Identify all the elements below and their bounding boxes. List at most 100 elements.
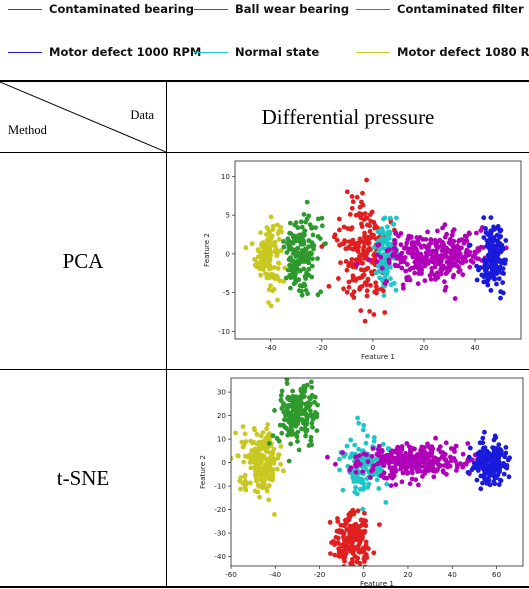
scatter-point	[278, 398, 284, 403]
scatter-point	[384, 240, 390, 246]
scatter-point	[435, 461, 441, 467]
scatter-point	[491, 275, 497, 281]
scatter-point	[373, 456, 379, 462]
scatter-point	[361, 247, 366, 253]
series-motor-defect-1080-rpm	[243, 214, 288, 309]
scatter-point	[341, 241, 347, 247]
scatter-point	[252, 427, 258, 433]
scatter-point	[260, 485, 266, 491]
scatter-point	[382, 270, 388, 275]
scatter-point	[373, 280, 379, 286]
legend-line	[8, 8, 42, 10]
scatter-point	[496, 482, 502, 487]
scatter-point	[448, 236, 453, 242]
scatter-point	[260, 240, 266, 245]
scatter-point	[264, 426, 269, 432]
scatter-point	[381, 288, 386, 294]
scatter-point	[247, 460, 253, 465]
scatter-point	[460, 272, 466, 278]
scatter-point	[294, 417, 300, 423]
scatter-point	[302, 394, 307, 399]
scatter-point	[276, 236, 282, 242]
scatter-point	[278, 444, 284, 449]
y-tick-label: -20	[214, 505, 226, 514]
scatter-point	[358, 461, 363, 467]
series-contaminated-filter	[266, 378, 320, 464]
scatter-point	[266, 483, 272, 488]
scatter-point	[344, 289, 350, 295]
scatter-point	[309, 420, 315, 426]
scatter-point	[269, 233, 275, 239]
scatter-point	[390, 472, 396, 478]
scatter-point	[427, 249, 433, 255]
scatter-point	[384, 481, 390, 487]
scatter-point	[295, 245, 301, 251]
scatter-point	[493, 262, 499, 268]
scatter-point	[507, 455, 512, 461]
scatter-point	[273, 247, 279, 253]
scatter-point	[347, 467, 352, 473]
scatter-point	[231, 455, 234, 461]
y-tick-label: 0	[221, 458, 226, 467]
scatter-point	[377, 275, 382, 281]
scatter-point	[439, 267, 445, 273]
scatter-point	[337, 456, 342, 462]
method-label-pca: PCA	[0, 152, 167, 370]
scatter-point	[466, 230, 472, 236]
scatter-point	[288, 275, 294, 281]
scatter-point	[371, 438, 377, 444]
scatter-point	[299, 417, 305, 423]
scatter-point	[415, 469, 420, 474]
scatter-point	[275, 222, 280, 228]
scatter-point	[485, 463, 491, 469]
scatter-point	[470, 254, 476, 259]
scatter-point	[309, 225, 314, 231]
scatter-point	[456, 264, 461, 270]
scatter-point	[354, 194, 360, 200]
scatter-point	[332, 232, 338, 238]
scatter-point	[364, 177, 369, 183]
scatter-point	[295, 439, 300, 444]
scatter-point	[350, 471, 355, 477]
scatter-point	[487, 482, 493, 488]
scatter-point	[354, 460, 359, 465]
series-motor-defect-1000-rpm	[465, 429, 512, 492]
scatter-point	[409, 457, 415, 463]
scatter-point	[251, 439, 257, 445]
x-tick-label: -20	[316, 343, 328, 352]
scatter-point	[442, 222, 448, 228]
scatter-point	[361, 486, 366, 492]
scatter-point	[346, 517, 352, 523]
scatter-point	[400, 460, 406, 465]
scatter-point	[432, 238, 438, 243]
scatter-point	[364, 282, 369, 288]
scatter-point	[415, 281, 421, 287]
diagonal-divider	[0, 82, 166, 152]
scatter-point	[431, 474, 437, 480]
scatter-point	[357, 213, 363, 218]
scatter-point	[376, 447, 381, 453]
scatter-point	[494, 232, 500, 238]
scatter-point	[426, 468, 432, 473]
x-tick-label: -20	[314, 570, 326, 579]
scatter-point	[363, 518, 369, 524]
scatter-point	[364, 250, 370, 256]
scatter-point	[389, 466, 395, 472]
scatter-point	[449, 232, 455, 238]
scatter-point	[356, 244, 361, 250]
scatter-point	[339, 543, 345, 548]
scatter-point	[243, 453, 248, 459]
scatter-point	[412, 270, 418, 276]
scatter-point	[298, 219, 304, 225]
header-data-label: Data	[130, 108, 154, 122]
scatter-point	[315, 402, 320, 408]
scatter-point	[308, 438, 314, 444]
scatter-point	[425, 451, 431, 457]
scatter-point	[281, 278, 287, 284]
scatter-point	[388, 276, 393, 281]
scatter-point	[278, 461, 283, 467]
scatter-point	[292, 403, 298, 408]
scatter-point	[350, 199, 356, 205]
scatter-point	[268, 253, 273, 258]
scatter-point	[442, 287, 448, 293]
